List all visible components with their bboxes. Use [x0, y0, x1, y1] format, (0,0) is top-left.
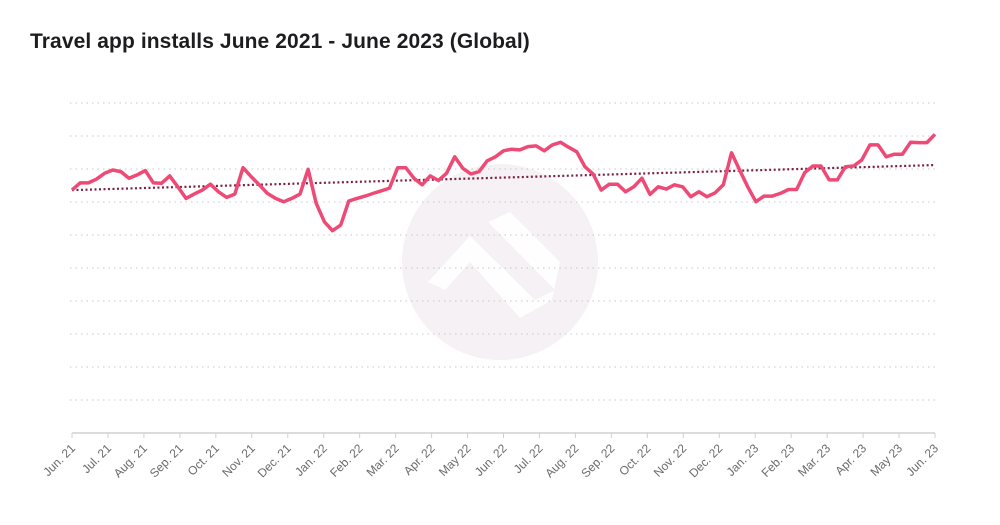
x-tick-label: Apr. 23: [832, 441, 869, 478]
x-tick-label: Jan. 23: [724, 441, 762, 479]
x-tick-label: Mar. 23: [795, 441, 833, 479]
x-tick-label: Nov. 22: [651, 441, 690, 480]
x-tick-label: Nov. 21: [219, 441, 258, 480]
x-tick-label: Jul. 22: [511, 441, 546, 476]
x-tick-label: Jan. 22: [292, 441, 330, 479]
x-tick-label: Sep. 22: [578, 441, 617, 480]
x-tick-label: Sep. 21: [147, 441, 186, 480]
x-tick-label: Feb. 23: [759, 441, 798, 480]
x-tick-label: Aug. 22: [542, 441, 581, 480]
x-tick-label: Dec. 22: [686, 441, 725, 480]
x-tick-label: May 22: [436, 441, 474, 479]
x-tick-label: Jun. 21: [40, 441, 78, 479]
x-tick-label: Oct. 21: [185, 441, 222, 478]
x-tick-label: Jul. 21: [79, 441, 114, 476]
x-tick-label: May 23: [867, 441, 905, 479]
x-tick-label: Aug. 21: [111, 441, 150, 480]
x-axis: [71, 432, 936, 438]
x-tick-label: Feb. 22: [327, 441, 366, 480]
chart-title: Travel app installs June 2021 - June 202…: [30, 30, 530, 53]
x-tick-label: Dec. 21: [255, 441, 294, 480]
x-tick-label: Jun. 22: [472, 441, 510, 479]
x-tick-label: Mar. 22: [364, 441, 402, 479]
x-tick-label: Oct. 22: [616, 441, 653, 478]
watermark-logo: [402, 164, 598, 360]
series-line: [70, 133, 937, 233]
x-tick-label: Jun. 23: [903, 441, 941, 479]
x-tick-label: Apr. 22: [401, 441, 438, 478]
